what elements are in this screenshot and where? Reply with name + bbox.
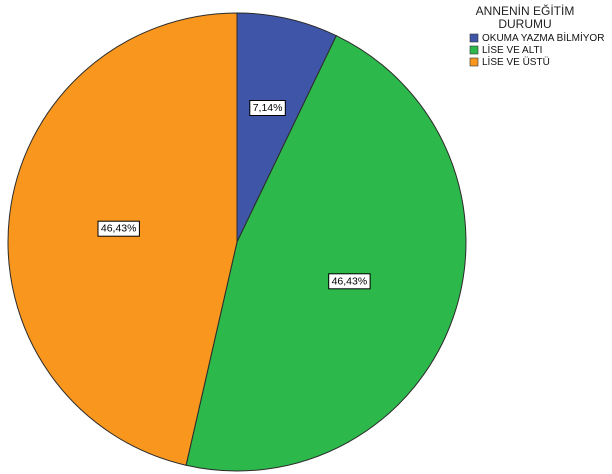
legend-label: LİSE VE ALTI [482,43,542,56]
legend-item-1: OKUMA YAZMA BİLMİYOR [469,31,604,44]
pie-slices [7,12,467,472]
data-label-box [249,100,286,116]
legend-label: LİSE VE ÜSTÜ [482,55,550,68]
legend-title-line-2: DURUMU [498,17,551,31]
legend-swatch [469,33,479,43]
pie-data-labels: 7,14% 46,43% 46,43% [97,100,371,290]
data-label-2: 46,43% [328,273,371,290]
legend-swatch [469,57,479,67]
data-label-box [328,273,371,290]
legend-item-2: LİSE VE ALTI [469,43,542,56]
pie-slice-1 [236,12,337,243]
legend-item-3: LİSE VE ÜSTÜ [469,55,550,68]
legend-label: OKUMA YAZMA BİLMİYOR [482,31,604,44]
data-label-text: 7,14% [253,102,283,114]
legend-title-line-1: ANNENİN EĞİTİM [476,3,575,18]
pie-slice-3 [7,12,238,466]
data-label-box [97,220,140,237]
data-label-text: 46,43% [332,275,368,287]
legend-swatch [469,45,479,55]
data-label-text: 46,43% [101,223,137,235]
data-label-3: 46,43% [97,220,140,237]
legend: ANNENİN EĞİTİM DURUMU OKUMA YAZMA BİLMİY… [469,3,604,68]
pie-slice-2 [185,34,467,472]
data-label-1: 7,14% [249,100,286,116]
